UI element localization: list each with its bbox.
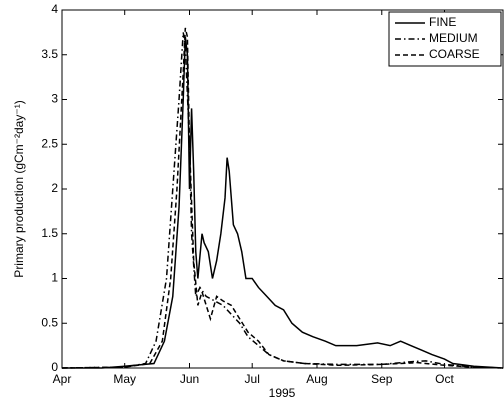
x-tick-label: Jul — [245, 372, 260, 386]
y-tick-label: 2 — [51, 181, 58, 195]
y-tick-label: 4 — [51, 2, 58, 16]
legend-label: FINE — [429, 15, 456, 29]
legend-box — [388, 11, 502, 67]
series-line — [62, 36, 504, 369]
y-tick-label: 1 — [51, 271, 58, 285]
y-tick-label: 1.5 — [41, 226, 58, 240]
legend-label: MEDIUM — [429, 31, 478, 45]
x-axis-label: 1995 — [269, 386, 296, 400]
y-tick-label: 2.5 — [41, 136, 58, 150]
x-tick-label: May — [113, 372, 136, 386]
x-tick-label: Aug — [306, 372, 327, 386]
series-line — [61, 27, 504, 369]
legend-label: COARSE — [429, 47, 480, 61]
x-tick-label: Sep — [371, 372, 393, 386]
y-axis-label: Primary production (gCm⁻²day⁻¹) — [12, 100, 26, 277]
series-line — [61, 32, 504, 369]
x-tick-label: Oct — [435, 372, 454, 386]
y-tick-label: 0.5 — [41, 315, 58, 329]
x-tick-label: Apr — [53, 372, 72, 386]
y-tick-label: 3.5 — [41, 47, 58, 61]
y-tick-label: 0 — [51, 360, 58, 374]
y-tick-label: 3 — [51, 92, 58, 106]
x-tick-label: Jun — [180, 372, 199, 386]
